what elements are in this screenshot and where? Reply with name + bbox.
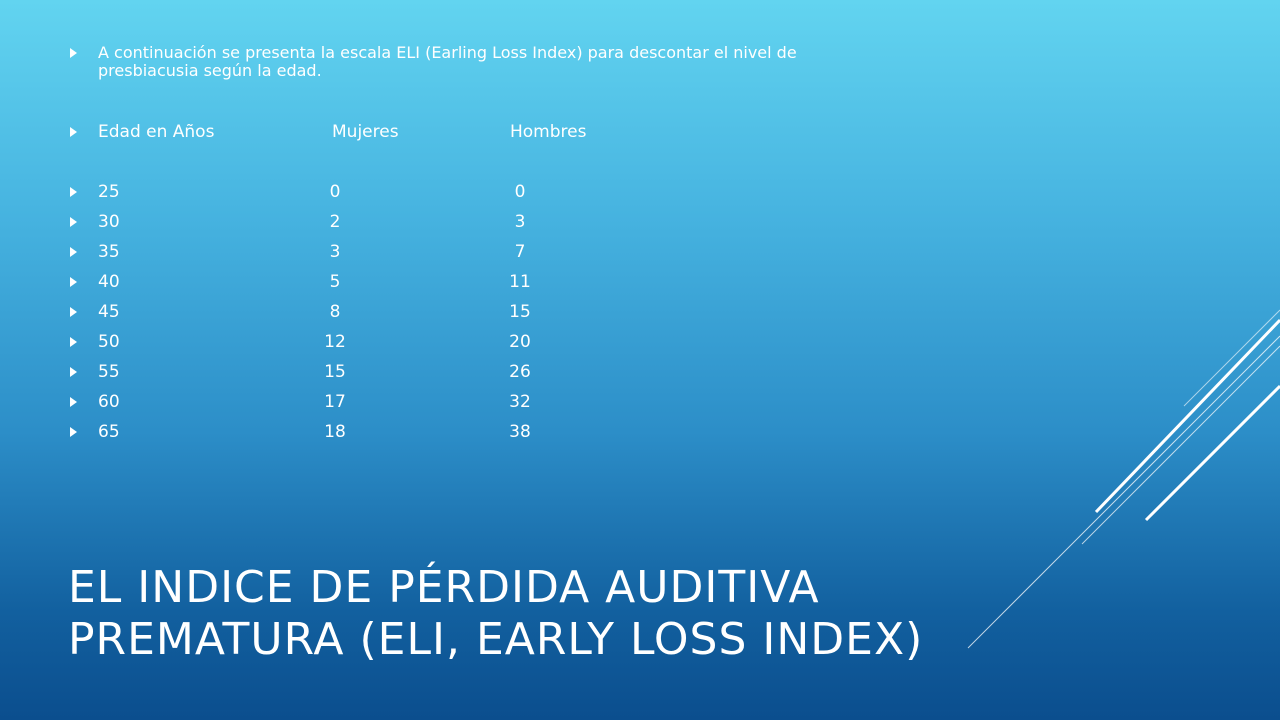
men-cell: 20 [509,332,531,352]
title-line-2: PREMATURA (ELI, EARLY LOSS INDEX) [68,614,924,665]
table-row: 45 8 15 [70,302,850,332]
table-row: 50 12 20 [70,332,850,362]
table-header-row: Edad en Años Mujeres Hombres [70,122,850,152]
triangle-bullet-icon [70,427,77,437]
women-cell: 0 [329,182,341,202]
women-cell: 2 [329,212,341,232]
triangle-bullet-icon [70,367,77,377]
table-row: 35 3 7 [70,242,850,272]
table-row: 65 18 38 [70,422,850,452]
age-cell: 25 [98,182,120,202]
men-cell: 15 [509,302,531,322]
age-cell: 45 [98,302,120,322]
men-cell: 11 [509,272,531,292]
intro-text: A continuación se presenta la escala ELI… [98,43,797,80]
women-cell: 18 [324,422,346,442]
women-cell: 15 [324,362,346,382]
age-cell: 50 [98,332,120,352]
women-cell: 17 [324,392,346,412]
table-row: 30 2 3 [70,212,850,242]
age-cell: 65 [98,422,120,442]
table-row: 55 15 26 [70,362,850,392]
men-cell: 38 [509,422,531,442]
age-cell: 30 [98,212,120,232]
age-cell: 40 [98,272,120,292]
men-cell: 3 [514,212,526,232]
header-women: Mujeres [332,122,399,142]
men-cell: 32 [509,392,531,412]
triangle-bullet-icon [70,277,77,287]
table-row: 25 0 0 [70,182,850,212]
men-cell: 0 [514,182,526,202]
triangle-bullet-icon [70,307,77,317]
table-row: 40 5 11 [70,272,850,302]
title-line-1: EL INDICE DE PÉRDIDA AUDITIVA [68,562,820,613]
women-cell: 12 [324,332,346,352]
women-cell: 8 [329,302,341,322]
triangle-bullet-icon [70,337,77,347]
triangle-bullet-icon [70,247,77,257]
content-body: A continuación se presenta la escala ELI… [70,44,850,452]
intro-paragraph: A continuación se presenta la escala ELI… [70,44,850,80]
triangle-bullet-icon [70,397,77,407]
women-cell: 3 [329,242,341,262]
triangle-bullet-icon [70,217,77,227]
triangle-bullet-icon [70,48,77,58]
age-cell: 55 [98,362,120,382]
men-cell: 7 [514,242,526,262]
header-men: Hombres [510,122,587,142]
slide-title: EL INDICE DE PÉRDIDA AUDITIVA PREMATURA … [68,562,948,666]
header-age: Edad en Años [98,122,215,142]
table-row: 60 17 32 [70,392,850,422]
triangle-bullet-icon [70,127,77,137]
women-cell: 5 [329,272,341,292]
age-cell: 60 [98,392,120,412]
age-cell: 35 [98,242,120,262]
men-cell: 26 [509,362,531,382]
triangle-bullet-icon [70,187,77,197]
